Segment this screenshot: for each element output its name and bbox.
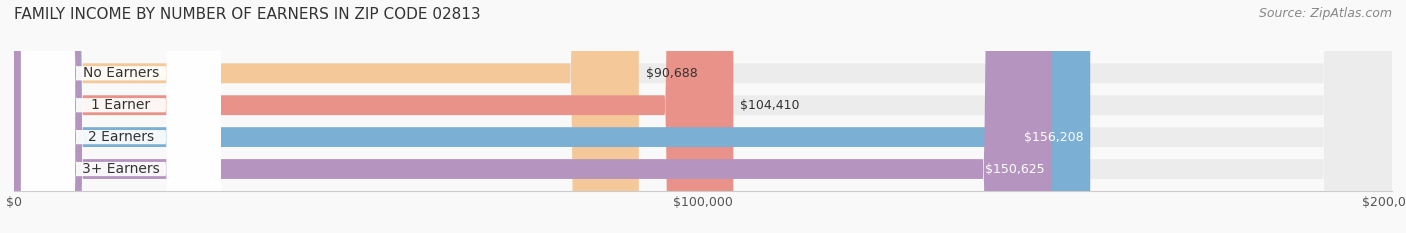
Text: No Earners: No Earners — [83, 66, 159, 80]
FancyBboxPatch shape — [21, 0, 221, 233]
FancyBboxPatch shape — [14, 0, 1090, 233]
FancyBboxPatch shape — [14, 0, 1392, 233]
Text: $150,625: $150,625 — [986, 163, 1045, 175]
FancyBboxPatch shape — [14, 0, 1052, 233]
Text: 1 Earner: 1 Earner — [91, 98, 150, 112]
FancyBboxPatch shape — [14, 0, 1392, 233]
Text: $90,688: $90,688 — [645, 67, 697, 80]
FancyBboxPatch shape — [14, 0, 1392, 233]
FancyBboxPatch shape — [14, 0, 638, 233]
FancyBboxPatch shape — [14, 0, 734, 233]
Text: $156,208: $156,208 — [1024, 131, 1084, 144]
Text: FAMILY INCOME BY NUMBER OF EARNERS IN ZIP CODE 02813: FAMILY INCOME BY NUMBER OF EARNERS IN ZI… — [14, 7, 481, 22]
Text: Source: ZipAtlas.com: Source: ZipAtlas.com — [1258, 7, 1392, 20]
Text: 3+ Earners: 3+ Earners — [82, 162, 160, 176]
FancyBboxPatch shape — [21, 0, 221, 233]
FancyBboxPatch shape — [14, 0, 1392, 233]
Text: 2 Earners: 2 Earners — [87, 130, 153, 144]
FancyBboxPatch shape — [21, 0, 221, 233]
Text: $104,410: $104,410 — [741, 99, 800, 112]
FancyBboxPatch shape — [21, 0, 221, 233]
